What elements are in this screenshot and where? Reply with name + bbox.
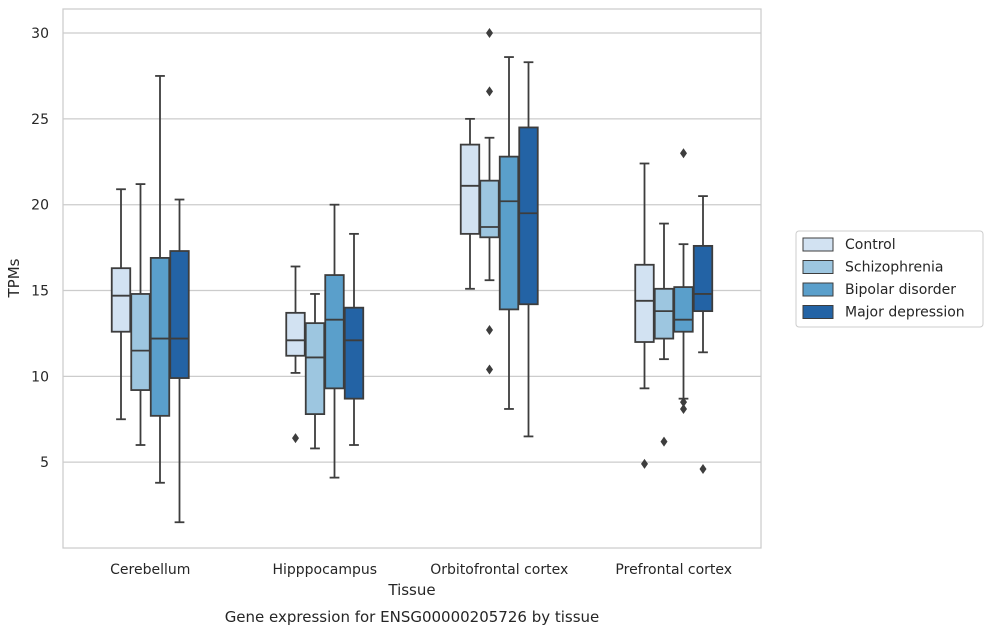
box-iqr xyxy=(498,155,520,311)
y-tick-label: 15 xyxy=(31,284,49,300)
legend-label: Bipolar disorder xyxy=(845,282,956,298)
box-schizophrenia xyxy=(653,222,675,447)
outlier-point xyxy=(680,397,687,408)
box-iqr xyxy=(518,126,539,306)
box-bipolar-disorder xyxy=(498,56,520,410)
outlier-point xyxy=(292,433,299,444)
x-axis-label: Tissue xyxy=(387,581,435,599)
box-major-depression xyxy=(518,61,539,438)
y-axis-label: TPMs xyxy=(5,258,23,298)
box-iqr xyxy=(653,287,675,340)
outlier-point xyxy=(699,464,707,475)
legend-swatch xyxy=(802,237,834,252)
legend-swatch xyxy=(802,282,834,297)
box-bipolar-disorder xyxy=(324,203,345,479)
box-iqr xyxy=(324,274,345,390)
x-tick-label: Orbitofrontal cortex xyxy=(430,562,568,578)
box-control xyxy=(634,162,655,469)
box-control xyxy=(110,188,132,421)
y-tick-label: 20 xyxy=(31,198,49,214)
x-tick-label: Hipppocampus xyxy=(272,562,377,578)
box-control xyxy=(285,265,306,444)
box-iqr xyxy=(479,179,500,239)
y-tick-label: 25 xyxy=(31,112,49,128)
x-tick-label: Prefrontal cortex xyxy=(615,562,732,578)
outlier-point xyxy=(486,86,493,97)
box-major-depression xyxy=(692,195,714,475)
boxes xyxy=(110,28,714,524)
legend: Control Schizophrenia Bipolar disorder Majo… xyxy=(795,230,984,328)
box-iqr xyxy=(304,322,326,416)
chart-caption: Gene expression for ENSG00000205726 by t… xyxy=(225,608,600,626)
legend-label: Major depression xyxy=(845,305,965,321)
box-iqr xyxy=(285,311,306,357)
outlier-point xyxy=(680,148,687,159)
box-iqr xyxy=(149,257,171,417)
y-tick-label: 30 xyxy=(31,26,49,42)
y-tick-label: 5 xyxy=(40,455,49,471)
box-iqr xyxy=(459,143,481,235)
legend-swatch xyxy=(802,260,834,274)
box-schizophrenia xyxy=(130,183,151,446)
outlier-point xyxy=(680,403,687,414)
box-control xyxy=(459,117,481,290)
box-iqr xyxy=(343,306,365,400)
x-tick-label: Cerebellum xyxy=(110,562,190,578)
outlier-point xyxy=(641,458,648,469)
box-bipolar-disorder xyxy=(673,148,694,414)
legend-frame xyxy=(795,230,984,328)
box-iqr xyxy=(692,244,714,313)
box-schizophrenia xyxy=(479,28,500,375)
x-tick-labels: Cerebellum Hipppocampus Orbitofrontal cort… xyxy=(110,562,732,578)
box-iqr xyxy=(634,263,655,343)
box-schizophrenia xyxy=(304,293,326,450)
outlier-point xyxy=(486,324,493,335)
outlier-point xyxy=(660,436,668,447)
legend-swatch xyxy=(802,305,834,319)
box-bipolar-disorder xyxy=(149,75,171,484)
y-tick-labels: 5 10 15 20 25 30 xyxy=(31,26,49,471)
box-iqr xyxy=(169,250,190,379)
legend-label: Control xyxy=(845,237,896,253)
box-iqr xyxy=(673,286,694,333)
y-tick-label: 10 xyxy=(31,369,49,385)
box-major-depression xyxy=(343,232,365,446)
outlier-point xyxy=(486,28,493,39)
box-iqr xyxy=(110,267,132,333)
box-major-depression xyxy=(169,198,190,524)
legend-label: Schizophrenia xyxy=(845,260,943,276)
outlier-point xyxy=(486,364,493,375)
box-iqr xyxy=(130,293,151,391)
